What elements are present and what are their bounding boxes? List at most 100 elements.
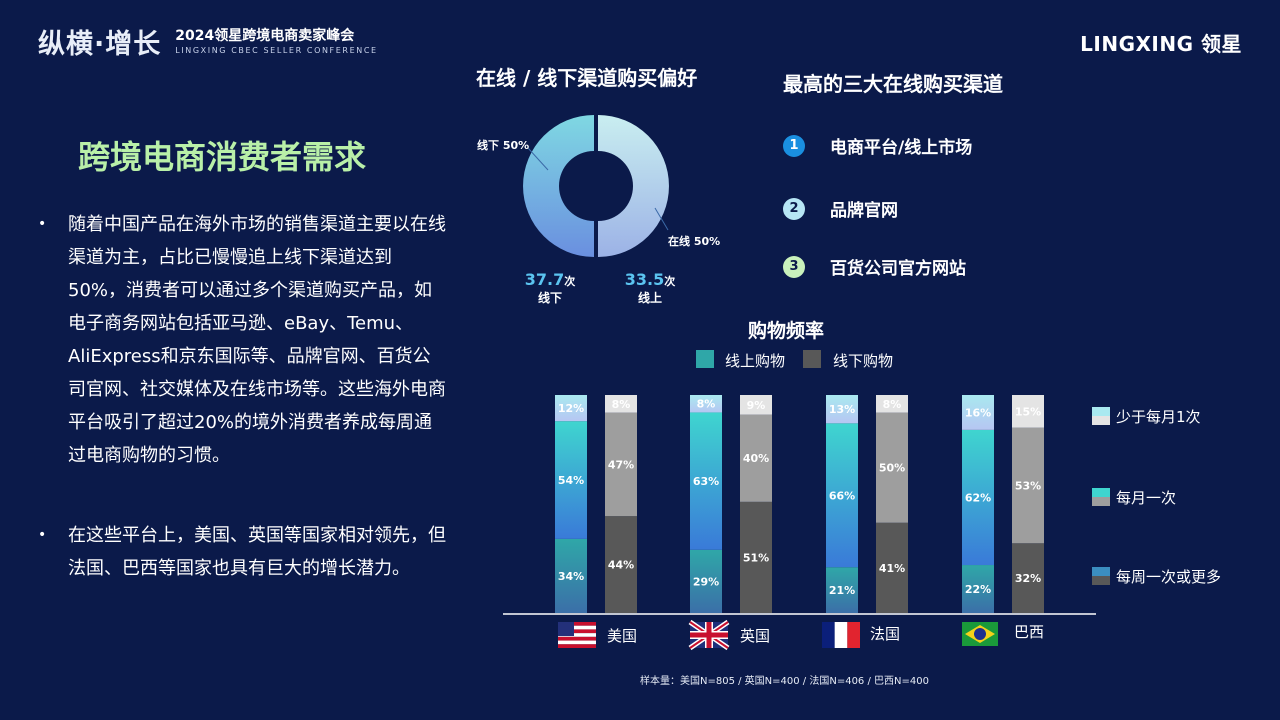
offline-1-weekly-label: 51% xyxy=(743,551,769,564)
channel-item-2: 2 品牌官网 xyxy=(783,196,898,221)
legend-online-label: 线上购物 xyxy=(725,352,785,370)
france-flag-icon xyxy=(822,622,860,648)
online-1-less-bar xyxy=(690,395,722,413)
offline-times-unit: 次 xyxy=(564,275,576,288)
online-1-weekly-label: 29% xyxy=(693,575,719,588)
online-3-monthly-bar xyxy=(962,429,994,566)
offline-3-monthly-label: 53% xyxy=(1015,479,1041,492)
online-times-value: 33.5 xyxy=(624,270,665,289)
online-3-weekly-label: 22% xyxy=(965,583,991,596)
legend-seg-label: 每月一次 xyxy=(1116,489,1176,507)
donut-slice-offline xyxy=(523,115,594,257)
online-0-monthly-bar xyxy=(555,421,587,539)
rank-2-badge: 2 xyxy=(783,197,805,220)
channel-item-3: 3 百货公司官方网站 xyxy=(783,254,966,279)
offline-0-monthly-bar xyxy=(605,412,637,517)
offline-1-weekly-bar xyxy=(740,501,772,613)
frequency-chart-title-wrap: 购物频率 xyxy=(0,316,1280,343)
bullet-list: • 随着中国产品在海外市场的销售渠道主要以在线渠道为主，占比已慢慢追上线下渠道达… xyxy=(38,208,458,585)
brand-logo: LINGXING 领星 xyxy=(1080,32,1242,56)
offline-0-weekly-label: 44% xyxy=(608,559,634,572)
legend-seg-swatch-top xyxy=(1092,407,1110,416)
bullet-dot-icon: • xyxy=(38,216,47,232)
online-1-less-label: 8% xyxy=(697,398,716,411)
online-stat: 33.5次 线上 xyxy=(620,270,680,306)
brazil-flag-icon xyxy=(962,622,998,646)
channel-label: 品牌官网 xyxy=(830,201,898,221)
offline-stat: 37.7次 线下 xyxy=(520,270,580,306)
online-0-less-label: 12% xyxy=(558,402,584,415)
offline-2-monthly-bar xyxy=(876,412,908,523)
offline-3-monthly-bar xyxy=(1012,427,1044,544)
legend-seg-swatch-top xyxy=(1092,488,1110,497)
legend-offline-label: 线下购物 xyxy=(833,352,893,370)
bullet-item: • 在这些平台上，美国、英国等国家相对领先，但法国、巴西等国家也具有巨大的增长潜… xyxy=(38,519,458,585)
event-subtitle: LINGXING CBEC SELLER CONFERENCE xyxy=(175,45,378,55)
online-1-weekly-bar xyxy=(690,549,722,613)
offline-0-weekly-bar xyxy=(605,516,637,613)
online-2-less-bar xyxy=(826,395,858,424)
event-title: 2024领星跨境电商卖家峰会 xyxy=(175,27,355,44)
online-2-weekly-label: 21% xyxy=(829,584,855,597)
offline-1-monthly-label: 40% xyxy=(743,452,769,465)
offline-3-weekly-label: 32% xyxy=(1015,572,1041,585)
event-logo: 纵横·增长 2024领星跨境电商卖家峰会 LINGXING CBEC SELLE… xyxy=(38,22,378,61)
frequency-chart-title: 购物频率 xyxy=(747,320,824,342)
donut-title: 在线 / 线下渠道购买偏好 xyxy=(476,66,698,90)
top-channels-title: 最高的三大在线购买渠道 xyxy=(783,72,1003,96)
offline-times-value: 37.7 xyxy=(524,270,565,289)
country-label: 巴西 xyxy=(1014,623,1044,641)
offline-2-weekly-label: 41% xyxy=(879,562,905,575)
country-label: 美国 xyxy=(607,627,637,645)
offline-1-monthly-bar xyxy=(740,414,772,502)
donut-label-offline: 线下 50% xyxy=(477,139,530,152)
bullet-text: 随着中国产品在海外市场的销售渠道主要以在线渠道为主，占比已慢慢追上线下渠道达到5… xyxy=(68,214,446,466)
bullet-dot-icon: • xyxy=(38,527,47,543)
channel-item-1: 1 电商平台/线上市场 xyxy=(783,133,972,158)
online-0-weekly-label: 34% xyxy=(558,570,584,583)
offline-1-less-label: 9% xyxy=(747,399,766,412)
offline-3-less-bar xyxy=(1012,395,1044,428)
legend-seg-label: 每周一次或更多 xyxy=(1116,568,1221,586)
online-0-less-bar xyxy=(555,395,587,422)
rank-1-badge: 1 xyxy=(783,134,805,157)
page-title: 跨境电商消费者需求 xyxy=(78,138,367,176)
legend-offline-swatch xyxy=(803,350,821,368)
bullet-text: 在这些平台上，美国、英国等国家相对领先，但法国、巴西等国家也具有巨大的增长潜力。 xyxy=(68,525,446,579)
offline-3-weekly-bar xyxy=(1012,543,1044,613)
channel-label: 百货公司官方网站 xyxy=(830,259,966,279)
channel-label: 电商平台/线上市场 xyxy=(830,138,973,158)
donut-slice-online xyxy=(598,115,669,257)
offline-2-monthly-label: 50% xyxy=(879,462,905,475)
online-2-less-label: 13% xyxy=(829,403,855,416)
offline-2-less-label: 8% xyxy=(883,398,902,411)
online-2-monthly-bar xyxy=(826,423,858,568)
offline-3-less-label: 15% xyxy=(1015,405,1041,418)
offline-0-monthly-label: 47% xyxy=(608,458,634,471)
us-flag-icon xyxy=(558,622,596,648)
logo-main-text: 纵横·增长 xyxy=(38,29,162,60)
legend-seg-swatch-bottom xyxy=(1092,497,1110,506)
country-label: 法国 xyxy=(870,625,900,643)
online-0-weekly-bar xyxy=(555,538,587,613)
legend-seg-swatch-top xyxy=(1092,567,1110,576)
online-2-weekly-bar xyxy=(826,567,858,613)
online-3-monthly-label: 62% xyxy=(965,491,991,504)
offline-1-less-bar xyxy=(740,395,772,415)
donut-label-online: 在线 50% xyxy=(668,235,721,248)
online-0-monthly-label: 54% xyxy=(558,474,584,487)
offline-2-weekly-bar xyxy=(876,522,908,613)
legend-online-swatch xyxy=(696,350,714,368)
offline-0-less-label: 8% xyxy=(612,398,631,411)
legend-seg-swatch-bottom xyxy=(1092,416,1110,425)
offline-0-less-bar xyxy=(605,395,637,413)
online-times-unit: 次 xyxy=(664,275,676,288)
legend-seg-swatch-bottom xyxy=(1092,576,1110,585)
online-3-less-label: 16% xyxy=(965,406,991,419)
rank-3-badge: 3 xyxy=(783,255,805,278)
online-1-monthly-label: 63% xyxy=(693,475,719,488)
offline-2-less-bar xyxy=(876,395,908,413)
legend-seg-label: 少于每月1次 xyxy=(1116,408,1201,426)
uk-flag-icon xyxy=(688,619,730,651)
